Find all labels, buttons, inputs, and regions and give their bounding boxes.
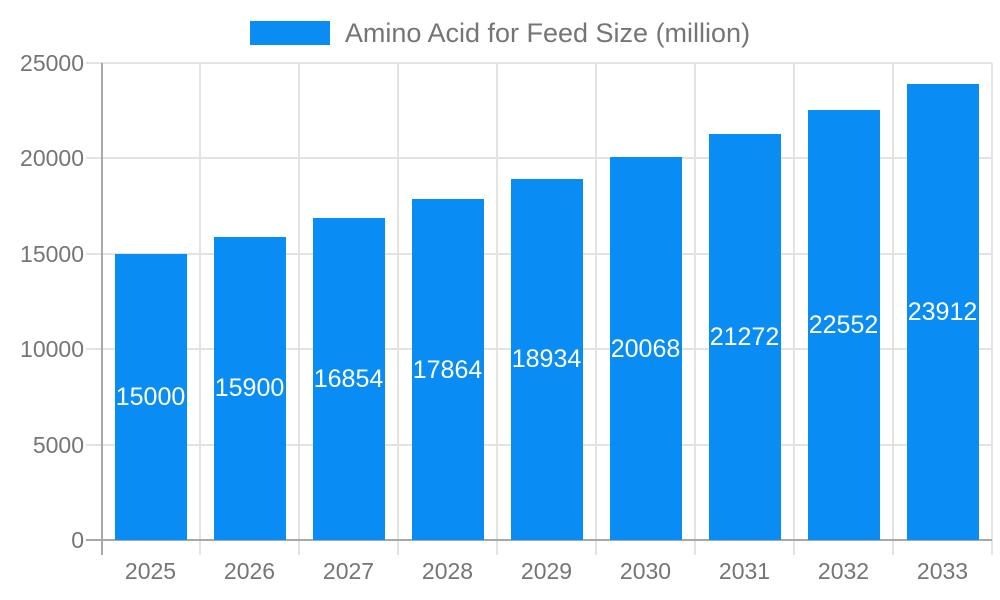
legend[interactable]: Amino Acid for Feed Size (million)	[0, 17, 1000, 49]
bar-value-label: 17864	[412, 355, 483, 384]
y-axis-tick-label: 10000	[20, 336, 84, 363]
bar-value-label: 23912	[907, 297, 978, 326]
gridline-vertical	[397, 63, 399, 555]
y-axis-tick-label: 20000	[20, 145, 84, 172]
bar[interactable]	[609, 157, 682, 540]
gridline-horizontal	[86, 157, 992, 160]
bar-value-label: 18934	[511, 345, 582, 374]
bar[interactable]	[510, 178, 583, 540]
bar-value-label: 21272	[709, 323, 780, 352]
gridline-vertical	[694, 63, 696, 555]
bar-value-label: 22552	[808, 310, 879, 339]
legend-label: Amino Acid for Feed Size (million)	[344, 17, 751, 48]
bar-value-label: 16854	[313, 365, 384, 394]
y-axis-tick-label: 15000	[20, 240, 84, 267]
gridline-vertical	[595, 63, 597, 555]
y-axis-tick-label: 5000	[32, 431, 84, 458]
x-axis-tick-label: 2028	[421, 558, 474, 584]
bar[interactable]	[708, 134, 781, 540]
gridline-vertical	[298, 63, 300, 555]
y-axis-line	[101, 63, 103, 555]
bar[interactable]	[213, 236, 286, 540]
bar[interactable]	[906, 83, 979, 540]
x-axis-tick-label: 2029	[520, 558, 573, 584]
gridline-vertical	[793, 63, 795, 555]
x-axis-tick-label: 2027	[322, 558, 375, 584]
bar-value-label: 20068	[610, 334, 681, 363]
bar-value-label: 15000	[115, 382, 186, 411]
y-axis-tick-label: 25000	[20, 50, 84, 76]
y-axis-tick-label: 0	[71, 527, 84, 553]
x-axis-line	[86, 539, 992, 541]
x-axis-tick-label: 2026	[223, 558, 276, 584]
bar[interactable]	[411, 199, 484, 540]
bar[interactable]	[312, 218, 385, 540]
x-axis-tick-label: 2031	[718, 558, 771, 584]
gridline-horizontal	[86, 62, 992, 64]
x-axis-tick-label: 2030	[619, 558, 672, 584]
bar[interactable]	[807, 109, 880, 540]
gridline-vertical	[496, 63, 498, 555]
legend-swatch-icon	[249, 21, 330, 45]
x-axis-tick-label: 2033	[916, 558, 969, 584]
bar-value-label: 15900	[214, 374, 285, 403]
gridline-vertical	[892, 63, 894, 555]
gridline-vertical	[199, 63, 201, 555]
x-axis-tick-label: 2032	[817, 558, 870, 584]
x-axis-tick-label: 2025	[124, 558, 177, 584]
bar[interactable]	[114, 253, 187, 540]
gridline-vertical	[991, 63, 993, 555]
